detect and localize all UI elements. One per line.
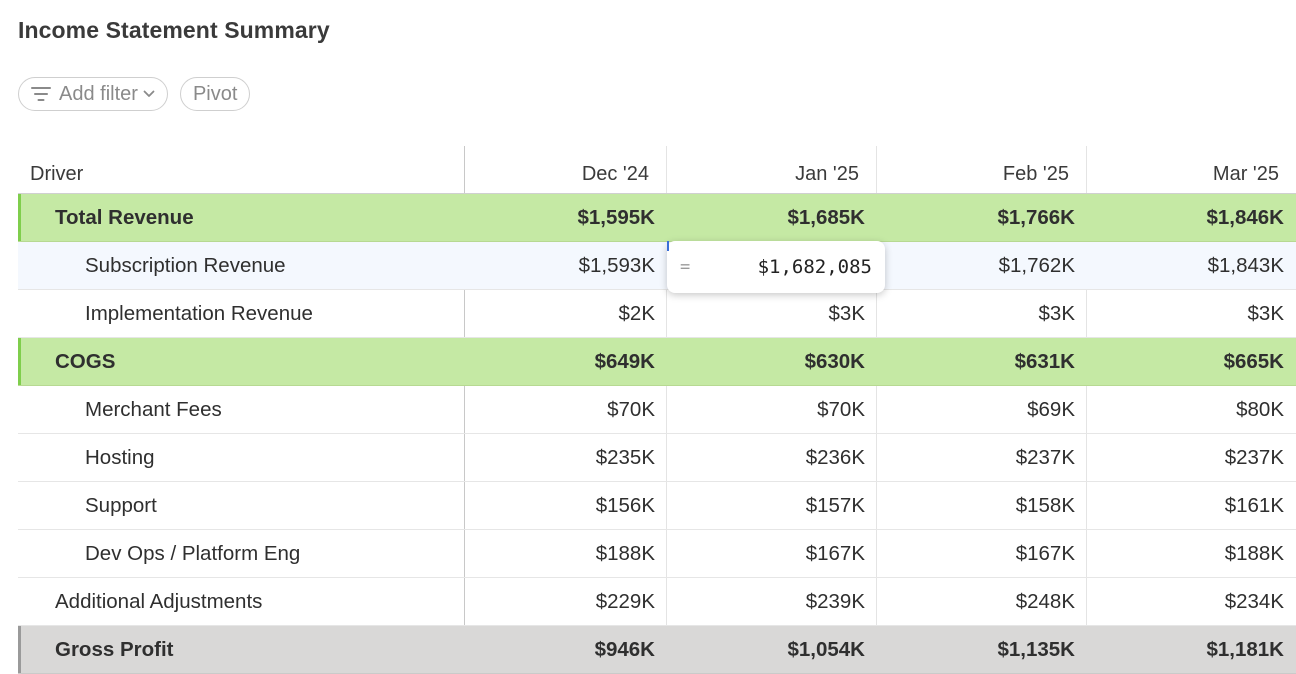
cursor-marker — [667, 241, 669, 251]
table-cell[interactable]: $2K — [618, 301, 655, 325]
row-label[interactable]: Support — [85, 493, 157, 517]
row-label[interactable]: Implementation Revenue — [85, 301, 313, 325]
formula-prefix: = — [680, 257, 691, 277]
table-cell[interactable]: $1,766K — [997, 205, 1075, 229]
table-cell[interactable]: $156K — [595, 493, 655, 517]
table-cell[interactable]: $167K — [805, 541, 865, 565]
table-row-total-revenue[interactable]: Total Revenue $1,595K $1,685K $1,766K $1… — [18, 194, 1296, 242]
table-cell[interactable]: $235K — [595, 445, 655, 469]
row-label[interactable]: Additional Adjustments — [55, 589, 263, 613]
table-cell[interactable]: $1,593K — [578, 253, 655, 277]
table-header: Driver Dec '24 Jan '25 Feb '25 Mar '25 — [18, 146, 1296, 194]
table-row-gross-profit[interactable]: Gross Profit $946K $1,054K $1,135K $1,18… — [18, 626, 1296, 674]
table-cell[interactable]: $946K — [594, 637, 655, 661]
table-cell[interactable]: $631K — [1014, 349, 1075, 373]
table-row-cogs[interactable]: COGS $649K $630K $631K $665K — [18, 338, 1296, 386]
table-cell[interactable]: $188K — [1224, 541, 1284, 565]
table-cell[interactable]: $167K — [1015, 541, 1075, 565]
pivot-label: Pivot — [192, 82, 238, 105]
pivot-button[interactable]: Pivot — [179, 77, 251, 111]
table-row-merchant-fees[interactable]: Merchant Fees $70K $70K $69K $80K — [18, 386, 1296, 434]
add-filter-label: Add filter — [59, 82, 138, 105]
table-cell[interactable]: $649K — [594, 349, 655, 373]
table-cell[interactable]: $239K — [805, 589, 865, 613]
page-title: Income Statement Summary — [18, 17, 330, 43]
table-cell[interactable]: $1,054K — [787, 637, 865, 661]
table-row-subscription-revenue[interactable]: Subscription Revenue $1,593K $1,762K $1,… — [18, 242, 1296, 290]
row-label[interactable]: Gross Profit — [55, 637, 174, 661]
table-cell[interactable]: $161K — [1224, 493, 1284, 517]
table-cell[interactable]: $236K — [805, 445, 865, 469]
table-cell[interactable]: $1,181K — [1206, 637, 1284, 661]
column-header-mar-25[interactable]: Mar '25 — [1212, 163, 1279, 185]
row-accent — [18, 626, 21, 673]
income-statement-table: Driver Dec '24 Jan '25 Feb '25 Mar '25 T… — [18, 146, 1296, 674]
table-cell[interactable]: $3K — [1247, 301, 1284, 325]
table-row-implementation-revenue[interactable]: Implementation Revenue $2K $3K $3K $3K — [18, 290, 1296, 338]
table-cell[interactable]: $1,843K — [1207, 253, 1284, 277]
table-cell[interactable]: $1,846K — [1206, 205, 1284, 229]
table-cell[interactable]: $158K — [1015, 493, 1075, 517]
column-divider — [1086, 146, 1087, 674]
toolbar: Add filter Pivot — [18, 77, 251, 111]
filter-icon — [31, 86, 51, 102]
table-cell[interactable]: $237K — [1015, 445, 1075, 469]
column-header-dec-24[interactable]: Dec '24 — [581, 163, 649, 185]
table-cell[interactable]: $188K — [595, 541, 655, 565]
table-cell[interactable]: $1,685K — [787, 205, 865, 229]
table-cell[interactable]: $70K — [607, 397, 655, 421]
table-cell[interactable]: $69K — [1027, 397, 1075, 421]
column-header-driver[interactable]: Driver — [30, 163, 84, 185]
chevron-down-icon — [143, 90, 155, 98]
table-row-additional-adjustments[interactable]: Additional Adjustments $229K $239K $248K… — [18, 578, 1296, 626]
table-row-support[interactable]: Support $156K $157K $158K $161K — [18, 482, 1296, 530]
column-divider — [464, 146, 465, 674]
column-divider — [876, 146, 877, 674]
table-cell[interactable]: $1,595K — [577, 205, 655, 229]
table-cell[interactable]: $1,135K — [997, 637, 1075, 661]
table-cell[interactable]: $237K — [1224, 445, 1284, 469]
row-label[interactable]: Merchant Fees — [85, 397, 222, 421]
table-cell[interactable]: $3K — [828, 301, 865, 325]
column-header-feb-25[interactable]: Feb '25 — [1002, 163, 1069, 185]
column-divider — [666, 146, 667, 674]
table-cell[interactable]: $248K — [1015, 589, 1075, 613]
table-row-dev-ops[interactable]: Dev Ops / Platform Eng $188K $167K $167K… — [18, 530, 1296, 578]
table-cell[interactable]: $229K — [595, 589, 655, 613]
row-label[interactable]: COGS — [55, 349, 116, 373]
row-accent — [18, 338, 21, 385]
row-label[interactable]: Dev Ops / Platform Eng — [85, 541, 301, 565]
row-label[interactable]: Hosting — [85, 445, 155, 469]
row-label[interactable]: Subscription Revenue — [85, 253, 286, 277]
table-cell[interactable]: $1,762K — [998, 253, 1075, 277]
table-cell[interactable]: $157K — [805, 493, 865, 517]
table-cell[interactable]: $80K — [1236, 397, 1284, 421]
row-label[interactable]: Total Revenue — [55, 205, 194, 229]
table-cell[interactable]: $3K — [1038, 301, 1075, 325]
table-cell[interactable]: $665K — [1223, 349, 1284, 373]
row-accent — [18, 194, 21, 241]
table-cell[interactable]: $70K — [817, 397, 865, 421]
column-header-jan-25[interactable]: Jan '25 — [795, 163, 859, 185]
table-cell[interactable]: $234K — [1224, 589, 1284, 613]
add-filter-button[interactable]: Add filter — [18, 77, 168, 111]
cell-formula-editor[interactable]: = $1,682,085 — [667, 241, 885, 293]
table-cell[interactable]: $630K — [804, 349, 865, 373]
table-row-hosting[interactable]: Hosting $235K $236K $237K $237K — [18, 434, 1296, 482]
formula-value[interactable]: $1,682,085 — [757, 256, 872, 278]
